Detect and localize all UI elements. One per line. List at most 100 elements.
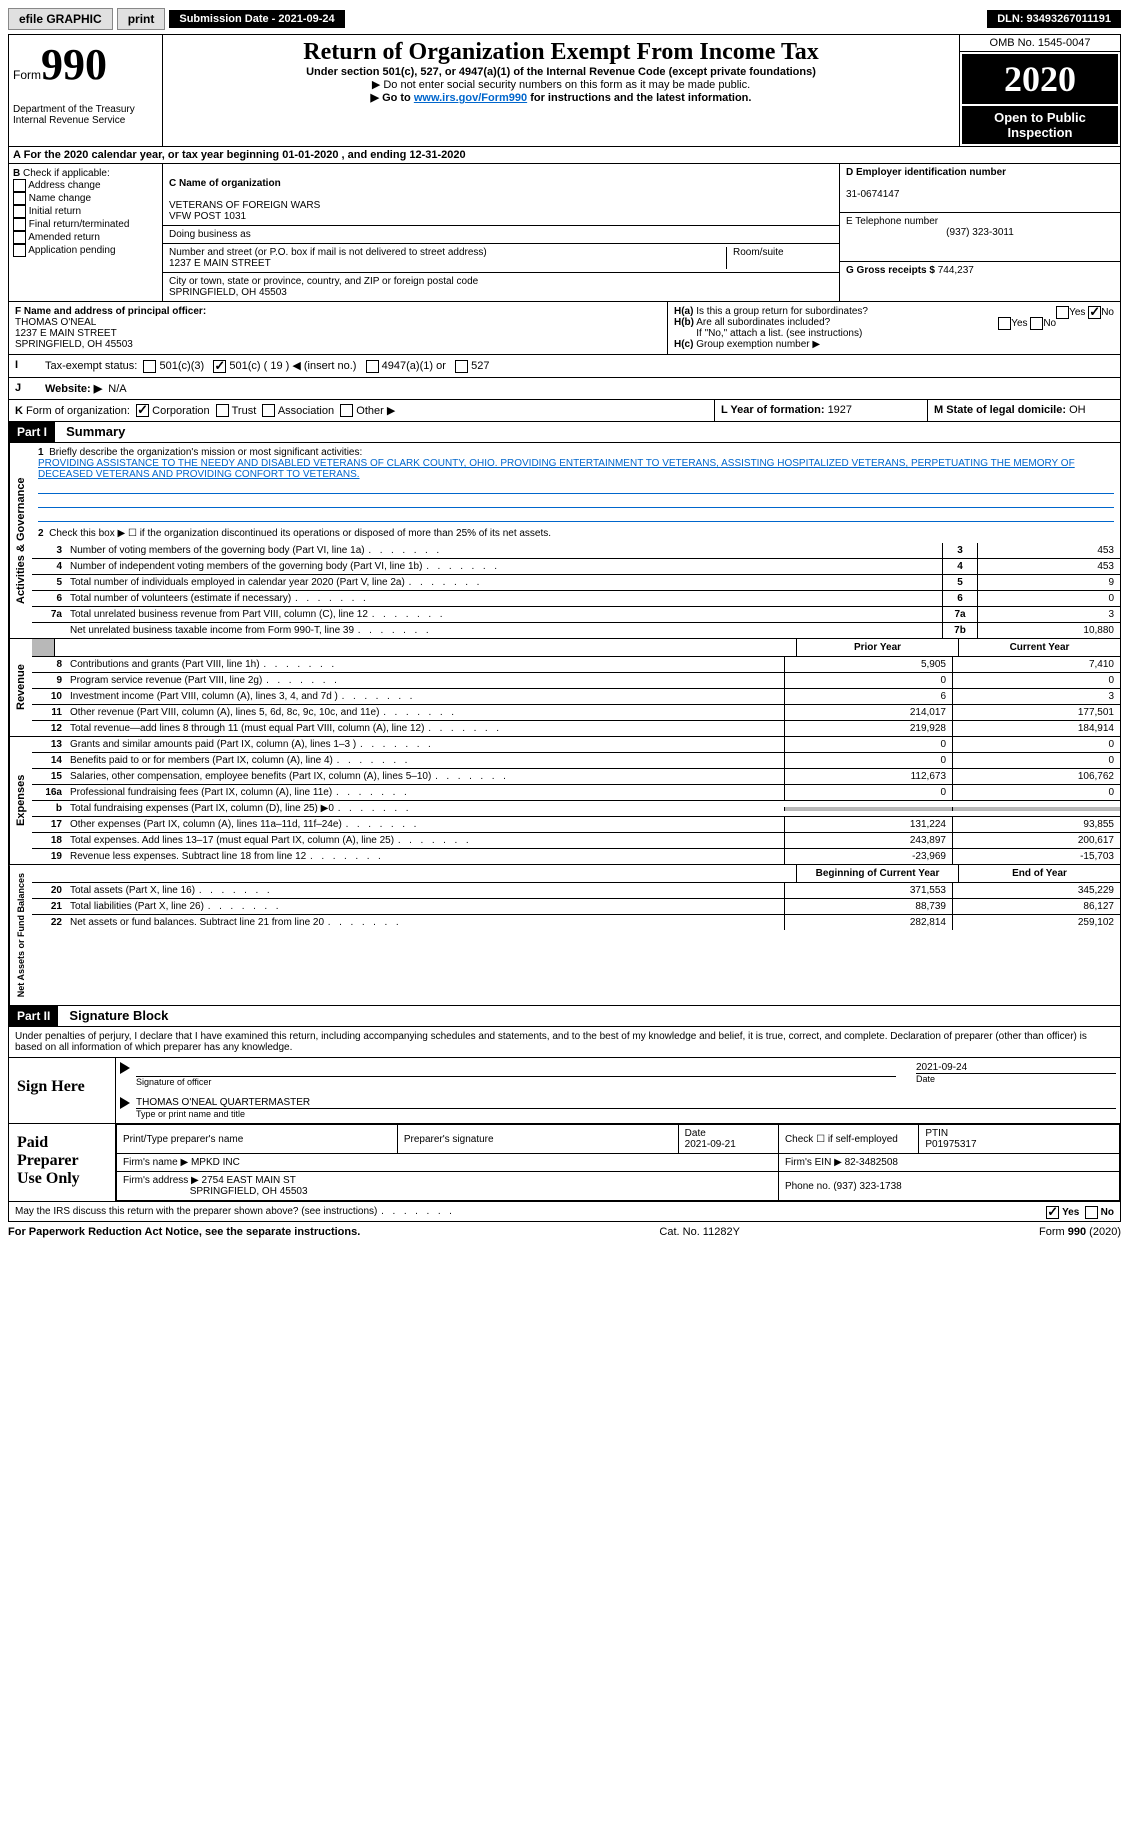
- part1-title: Summary: [58, 424, 125, 439]
- side-label-governance: Activities & Governance: [9, 443, 32, 638]
- governance-block: Activities & Governance 1 Briefly descri…: [8, 443, 1121, 639]
- paid-preparer-section: Paid Preparer Use Only Print/Type prepar…: [8, 1124, 1121, 1202]
- part2-title: Signature Block: [61, 1008, 168, 1023]
- tax-year: 2020: [962, 54, 1118, 104]
- assoc-checkbox[interactable]: [262, 404, 275, 417]
- begin-year-header: Beginning of Current Year: [796, 865, 958, 882]
- opt-name-change: Name change: [29, 193, 91, 204]
- 501c-checkbox[interactable]: [213, 360, 226, 373]
- cat-number: Cat. No. 11282Y: [659, 1226, 740, 1238]
- section-b: B Check if applicable: Address change Na…: [9, 164, 163, 301]
- name-change-checkbox[interactable]: [13, 192, 26, 205]
- may-irs-no-checkbox[interactable]: [1085, 1206, 1098, 1219]
- declaration-text: Under penalties of perjury, I declare th…: [8, 1027, 1121, 1058]
- table-row: 8Contributions and grants (Part VIII, li…: [32, 657, 1120, 673]
- ha-no-checkbox[interactable]: [1088, 306, 1101, 319]
- page-container: efile GRAPHIC print Submission Date - 20…: [0, 0, 1129, 1250]
- table-row: 4Number of independent voting members of…: [32, 559, 1120, 575]
- hb-no-checkbox[interactable]: [1030, 317, 1043, 330]
- header-left: Form990 Department of the Treasury Inter…: [9, 35, 163, 146]
- part2-bar: Part II Signature Block: [8, 1006, 1121, 1027]
- table-row: 22Net assets or fund balances. Subtract …: [32, 915, 1120, 930]
- other-checkbox[interactable]: [340, 404, 353, 417]
- table-row: 17Other expenses (Part IX, column (A), l…: [32, 817, 1120, 833]
- side-label-expenses: Expenses: [9, 737, 32, 864]
- 527-checkbox[interactable]: [455, 360, 468, 373]
- table-row: 14Benefits paid to or for members (Part …: [32, 753, 1120, 769]
- part2-header: Part II: [9, 1006, 58, 1026]
- expenses-block: Expenses 13Grants and similar amounts pa…: [8, 737, 1121, 865]
- arrow-icon: [120, 1062, 130, 1074]
- dln-label: DLN: 93493267011191: [987, 10, 1121, 28]
- table-row: 7aTotal unrelated business revenue from …: [32, 607, 1120, 623]
- ha-label: Is this a group return for subordinates?: [696, 306, 868, 317]
- table-row: 15Salaries, other compensation, employee…: [32, 769, 1120, 785]
- dba-label: Doing business as: [169, 229, 251, 240]
- table-row: 5Total number of individuals employed in…: [32, 575, 1120, 591]
- hb-label: Are all subordinates included?: [696, 317, 830, 328]
- omb-number: OMB No. 1545-0047: [960, 35, 1120, 52]
- form990-link[interactable]: www.irs.gov/Form990: [414, 92, 527, 104]
- firm-addr: 2754 EAST MAIN ST: [202, 1175, 296, 1186]
- firm-phone-label: Phone no.: [785, 1181, 831, 1192]
- hb-note: If "No," attach a list. (see instruction…: [696, 328, 862, 339]
- firm-addr-label: Firm's address ▶: [123, 1175, 199, 1186]
- current-year-header: Current Year: [958, 639, 1120, 656]
- form-subtitle: Under section 501(c), 527, or 4947(a)(1)…: [167, 66, 955, 78]
- print-button[interactable]: print: [117, 8, 166, 30]
- address-change-checkbox[interactable]: [13, 179, 26, 192]
- open-inspection: Open to Public Inspection: [962, 106, 1118, 144]
- paid-preparer-label: Paid Preparer Use Only: [9, 1124, 116, 1201]
- ha-yes-checkbox[interactable]: [1056, 306, 1069, 319]
- app-pending-checkbox[interactable]: [13, 244, 26, 257]
- info-grid: B Check if applicable: Address change Na…: [8, 164, 1121, 301]
- 501c3-checkbox[interactable]: [143, 360, 156, 373]
- amended-return-checkbox[interactable]: [13, 231, 26, 244]
- table-row: bTotal fundraising expenses (Part IX, co…: [32, 801, 1120, 817]
- state-domicile: OH: [1069, 404, 1086, 416]
- room-label: Room/suite: [733, 247, 784, 258]
- efile-label: efile GRAPHIC: [8, 8, 113, 30]
- website-label: Website: ▶: [45, 383, 102, 395]
- officer-name: THOMAS O'NEAL: [15, 317, 96, 328]
- preparer-table: Print/Type preparer's name Preparer's si…: [116, 1124, 1120, 1201]
- form-header: Form990 Department of the Treasury Inter…: [8, 34, 1121, 146]
- corp-checkbox[interactable]: [136, 404, 149, 417]
- line-i: I Tax-exempt status: 501(c)(3) 501(c) ( …: [8, 355, 1121, 378]
- final-return-checkbox[interactable]: [13, 218, 26, 231]
- part1-header: Part I: [9, 422, 55, 442]
- underline-1: [38, 480, 1114, 494]
- may-irs-yes-checkbox[interactable]: [1046, 1206, 1059, 1219]
- initial-return-checkbox[interactable]: [13, 205, 26, 218]
- gross-label: G Gross receipts $: [846, 265, 935, 276]
- form-number-footer: Form 990 (2020): [1039, 1226, 1121, 1238]
- prep-name-label: Print/Type preparer's name: [123, 1134, 243, 1145]
- 4947-checkbox[interactable]: [366, 360, 379, 373]
- underline-2: [38, 494, 1114, 508]
- firm-name: MPKD INC: [191, 1157, 240, 1168]
- note-goto-pre: Go to: [382, 92, 414, 104]
- form-number: 990: [41, 40, 107, 89]
- tax-year-range: For the 2020 calendar year, or tax year …: [24, 149, 466, 161]
- form-org-label: Form of organization:: [26, 405, 130, 417]
- org-name-label: C Name of organization: [169, 178, 281, 189]
- ptin-value: P01975317: [925, 1139, 976, 1150]
- hb-yes-checkbox[interactable]: [998, 317, 1011, 330]
- check-applicable-label: Check if applicable:: [23, 168, 110, 179]
- table-row: 20Total assets (Part X, line 16)371,5533…: [32, 883, 1120, 899]
- part1-bar: Part I Summary: [8, 422, 1121, 443]
- sign-here-section: Sign Here Signature of officer 2021-09-2…: [8, 1058, 1121, 1124]
- opt-final-return: Final return/terminated: [29, 219, 130, 230]
- may-irs-label: May the IRS discuss this return with the…: [15, 1206, 453, 1217]
- underline-3: [38, 508, 1114, 522]
- trust-checkbox[interactable]: [216, 404, 229, 417]
- city-value: SPRINGFIELD, OH 45503: [169, 287, 287, 298]
- table-row: 18Total expenses. Add lines 13–17 (must …: [32, 833, 1120, 849]
- table-row: 9Program service revenue (Part VIII, lin…: [32, 673, 1120, 689]
- form-word: Form: [13, 68, 41, 82]
- opt-amended: Amended return: [28, 232, 100, 243]
- side-label-net: Net Assets or Fund Balances: [9, 865, 32, 1005]
- submission-date: Submission Date - 2021-09-24: [169, 10, 344, 28]
- note-goto-post: for instructions and the latest informat…: [527, 92, 751, 104]
- end-year-header: End of Year: [958, 865, 1120, 882]
